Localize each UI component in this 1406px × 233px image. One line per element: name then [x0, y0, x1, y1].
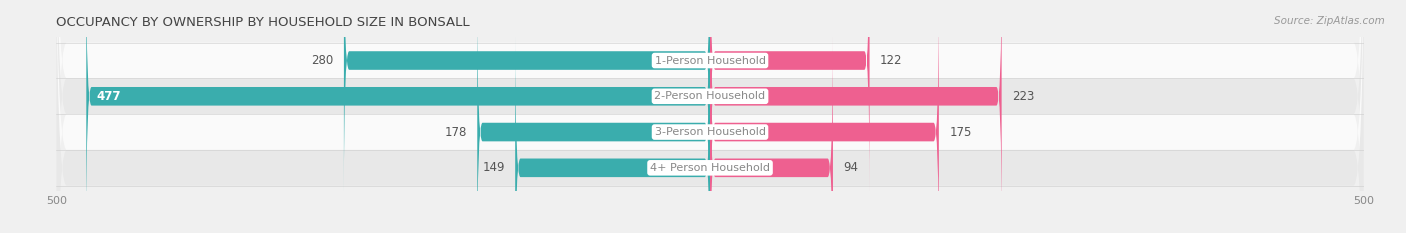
Text: 178: 178 [444, 126, 467, 139]
Text: OCCUPANCY BY OWNERSHIP BY HOUSEHOLD SIZE IN BONSALL: OCCUPANCY BY OWNERSHIP BY HOUSEHOLD SIZE… [56, 16, 470, 29]
FancyBboxPatch shape [344, 0, 710, 194]
FancyBboxPatch shape [86, 0, 710, 230]
FancyBboxPatch shape [56, 0, 1364, 233]
Text: 3-Person Household: 3-Person Household [655, 127, 765, 137]
FancyBboxPatch shape [710, 0, 939, 233]
Text: 2-Person Household: 2-Person Household [654, 91, 766, 101]
Text: 4+ Person Household: 4+ Person Household [650, 163, 770, 173]
Text: 94: 94 [844, 161, 859, 174]
Text: 477: 477 [97, 90, 121, 103]
FancyBboxPatch shape [710, 0, 869, 194]
Text: 122: 122 [880, 54, 903, 67]
FancyBboxPatch shape [56, 0, 1364, 233]
Text: 280: 280 [311, 54, 333, 67]
Text: 175: 175 [949, 126, 972, 139]
Text: 149: 149 [482, 161, 505, 174]
FancyBboxPatch shape [710, 0, 1001, 230]
Text: Source: ZipAtlas.com: Source: ZipAtlas.com [1274, 16, 1385, 26]
FancyBboxPatch shape [56, 0, 1364, 233]
Text: 1-Person Household: 1-Person Household [655, 55, 765, 65]
FancyBboxPatch shape [710, 34, 832, 233]
FancyBboxPatch shape [477, 0, 710, 233]
Text: 223: 223 [1012, 90, 1035, 103]
FancyBboxPatch shape [515, 34, 710, 233]
FancyBboxPatch shape [56, 0, 1364, 233]
